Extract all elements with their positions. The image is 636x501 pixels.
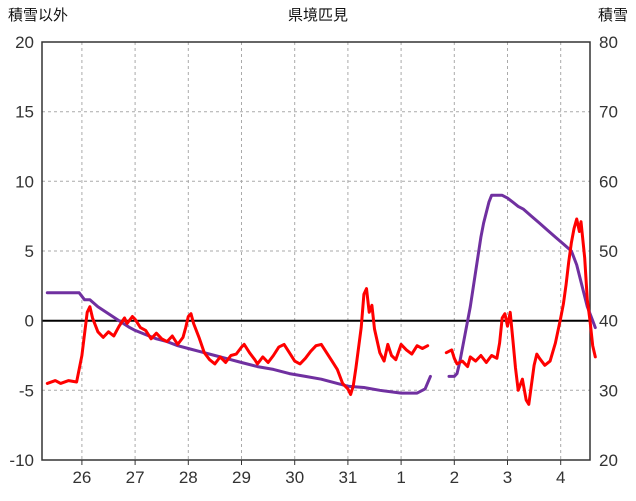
left-axis-tick-label: -5 [19, 381, 34, 400]
left-axis-tick-label: 20 [15, 33, 34, 52]
x-axis-tick-label: 31 [338, 468, 357, 487]
right-axis-tick-label: 20 [599, 451, 618, 470]
right-axis-tick-label: 30 [599, 381, 618, 400]
right-axis-tick-label: 60 [599, 172, 618, 191]
right-axis-tick-label: 70 [599, 103, 618, 122]
x-axis-tick-label: 27 [126, 468, 145, 487]
series-line-snow-depth [45, 291, 432, 395]
series-line-non-snow [45, 287, 430, 396]
x-axis-tick-label: 28 [179, 468, 198, 487]
right-axis-tick-label: 40 [599, 312, 618, 331]
x-axis-tick-label: 2 [450, 468, 459, 487]
x-axis-tick-label: 26 [72, 468, 91, 487]
left-axis-tick-label: -10 [9, 451, 34, 470]
x-axis-tick-label: 29 [232, 468, 251, 487]
series-line-snow-depth [447, 193, 597, 378]
right-axis-tick-label: 80 [599, 33, 618, 52]
left-axis-tick-label: 10 [15, 172, 34, 191]
left-axis-tick-label: 15 [15, 103, 34, 122]
left-axis-tick-label: 5 [25, 242, 34, 261]
x-axis-tick-label: 4 [556, 468, 565, 487]
plot-frame [41, 41, 591, 461]
x-axis-tick-label: 3 [503, 468, 512, 487]
chart-title: 県境匹見 [288, 6, 348, 24]
series-line-non-snow [444, 217, 597, 406]
x-axis-tick-label: 30 [285, 468, 304, 487]
right-axis-title: 積雪 [598, 7, 628, 24]
x-axis-tick-label: 1 [396, 468, 405, 487]
left-axis-tick-label: 0 [25, 312, 34, 331]
left-axis-title: 積雪以外 [8, 7, 68, 24]
right-axis-tick-label: 50 [599, 242, 618, 261]
